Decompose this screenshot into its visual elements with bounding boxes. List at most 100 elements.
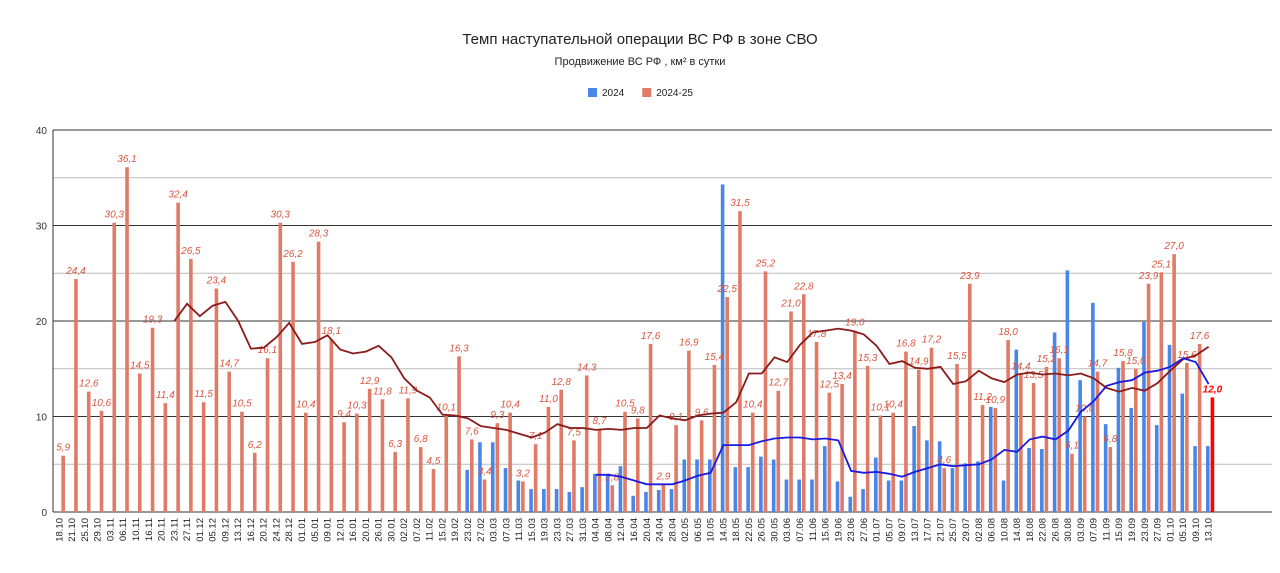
x-tick-label: 09.10	[1191, 518, 1202, 542]
x-tick-label: 11.06	[808, 518, 819, 541]
x-tick-label: 15.03	[527, 518, 538, 542]
bar	[963, 463, 967, 512]
value-label: 18,1	[322, 326, 341, 337]
value-label: 10,5	[615, 399, 635, 410]
bar	[1091, 302, 1095, 512]
bar	[99, 410, 104, 512]
y-tick-label: 10	[36, 413, 48, 424]
bar	[1197, 343, 1202, 512]
bar	[648, 343, 653, 512]
value-label: 26,2	[282, 249, 303, 260]
value-label: 12,9	[360, 376, 380, 387]
x-tick-label: 07.02	[412, 518, 423, 542]
x-tick-label: 31.03	[578, 518, 589, 542]
bar	[1095, 371, 1100, 512]
x-tick-label: 22.05	[744, 518, 755, 542]
bar	[291, 261, 295, 512]
legend-swatch	[642, 88, 652, 97]
x-tick-label: 27.09	[1153, 518, 1164, 542]
x-tick-label: 26.05	[757, 518, 768, 542]
bar	[533, 444, 538, 512]
x-tick-label: 19.09	[1127, 518, 1138, 542]
bar	[789, 311, 793, 512]
bar	[759, 456, 763, 512]
x-tick-label: 10.11	[131, 518, 142, 541]
trend-line	[595, 357, 1210, 486]
value-label: 14,7	[1088, 359, 1108, 370]
bar	[1121, 361, 1125, 512]
bar	[74, 278, 78, 512]
bar	[1057, 358, 1061, 512]
bar	[886, 480, 891, 512]
bar	[848, 496, 853, 512]
bar	[993, 407, 998, 512]
bar	[227, 371, 231, 512]
value-label: 6,3	[388, 439, 402, 450]
value-label: 10,4	[743, 400, 763, 411]
bar	[669, 489, 674, 512]
bar	[567, 491, 572, 512]
bar	[572, 440, 576, 512]
bar	[201, 402, 206, 512]
x-tick-label: 23.03	[552, 518, 563, 542]
value-label: 22,5	[716, 284, 737, 295]
bar	[853, 330, 857, 512]
x-tick-label: 09.01	[323, 518, 334, 542]
x-tick-label: 21.07	[935, 518, 946, 542]
x-tick-label: 29.07	[961, 518, 972, 542]
bar	[687, 350, 691, 512]
x-tick-label: 28.04	[667, 518, 678, 542]
bar	[891, 412, 895, 512]
bar	[810, 479, 814, 512]
bar	[784, 479, 789, 512]
bar	[86, 391, 91, 512]
bar	[929, 347, 934, 512]
bar	[776, 390, 781, 512]
value-label: 30,3	[105, 210, 125, 221]
value-label: 10,6	[92, 398, 112, 409]
x-tick-label: 18.10	[54, 518, 65, 542]
bar	[1014, 349, 1019, 512]
x-tick-label: 27.02	[476, 518, 487, 542]
x-tick-label: 28.12	[284, 518, 295, 542]
chart-subtitle: Продвижение ВС РФ , км² в сутки	[555, 56, 726, 68]
value-label: 9,1	[669, 412, 683, 423]
value-label: 11,2	[973, 392, 992, 403]
bar	[976, 461, 980, 512]
bar	[746, 467, 750, 512]
value-label: 3,2	[516, 468, 530, 479]
bar	[546, 406, 551, 512]
x-tick-label: 12.01	[335, 518, 346, 542]
value-label: 7,6	[465, 426, 479, 437]
y-tick-label: 40	[36, 126, 48, 137]
x-tick-label: 07.03	[501, 518, 512, 542]
value-label: 11,4	[156, 390, 175, 401]
value-label: 10,4	[296, 400, 316, 411]
value-label: 25,2	[755, 258, 776, 269]
bar	[470, 439, 474, 512]
bar	[814, 342, 819, 512]
x-tick-label: 30.08	[1063, 518, 1074, 542]
bar	[874, 457, 878, 512]
value-label: 10,1	[871, 403, 890, 414]
value-label: 16,3	[449, 343, 469, 354]
bar	[214, 288, 219, 512]
bar	[623, 411, 627, 512]
value-label: 10,4	[500, 400, 520, 411]
x-tick-label: 25.10	[80, 518, 91, 542]
bar	[1134, 368, 1138, 512]
value-label: 16,1	[258, 345, 277, 356]
bar	[1159, 272, 1164, 512]
value-label: 30,3	[271, 210, 291, 221]
x-tick-label: 25.07	[948, 518, 959, 542]
bar	[797, 479, 801, 512]
value-label: 14,7	[219, 359, 239, 370]
value-label: 15,3	[858, 353, 878, 364]
bar	[1180, 393, 1185, 512]
bar	[1172, 254, 1176, 512]
bar	[912, 426, 916, 512]
bar	[252, 452, 257, 512]
x-tick-label: 27.11	[182, 518, 193, 541]
